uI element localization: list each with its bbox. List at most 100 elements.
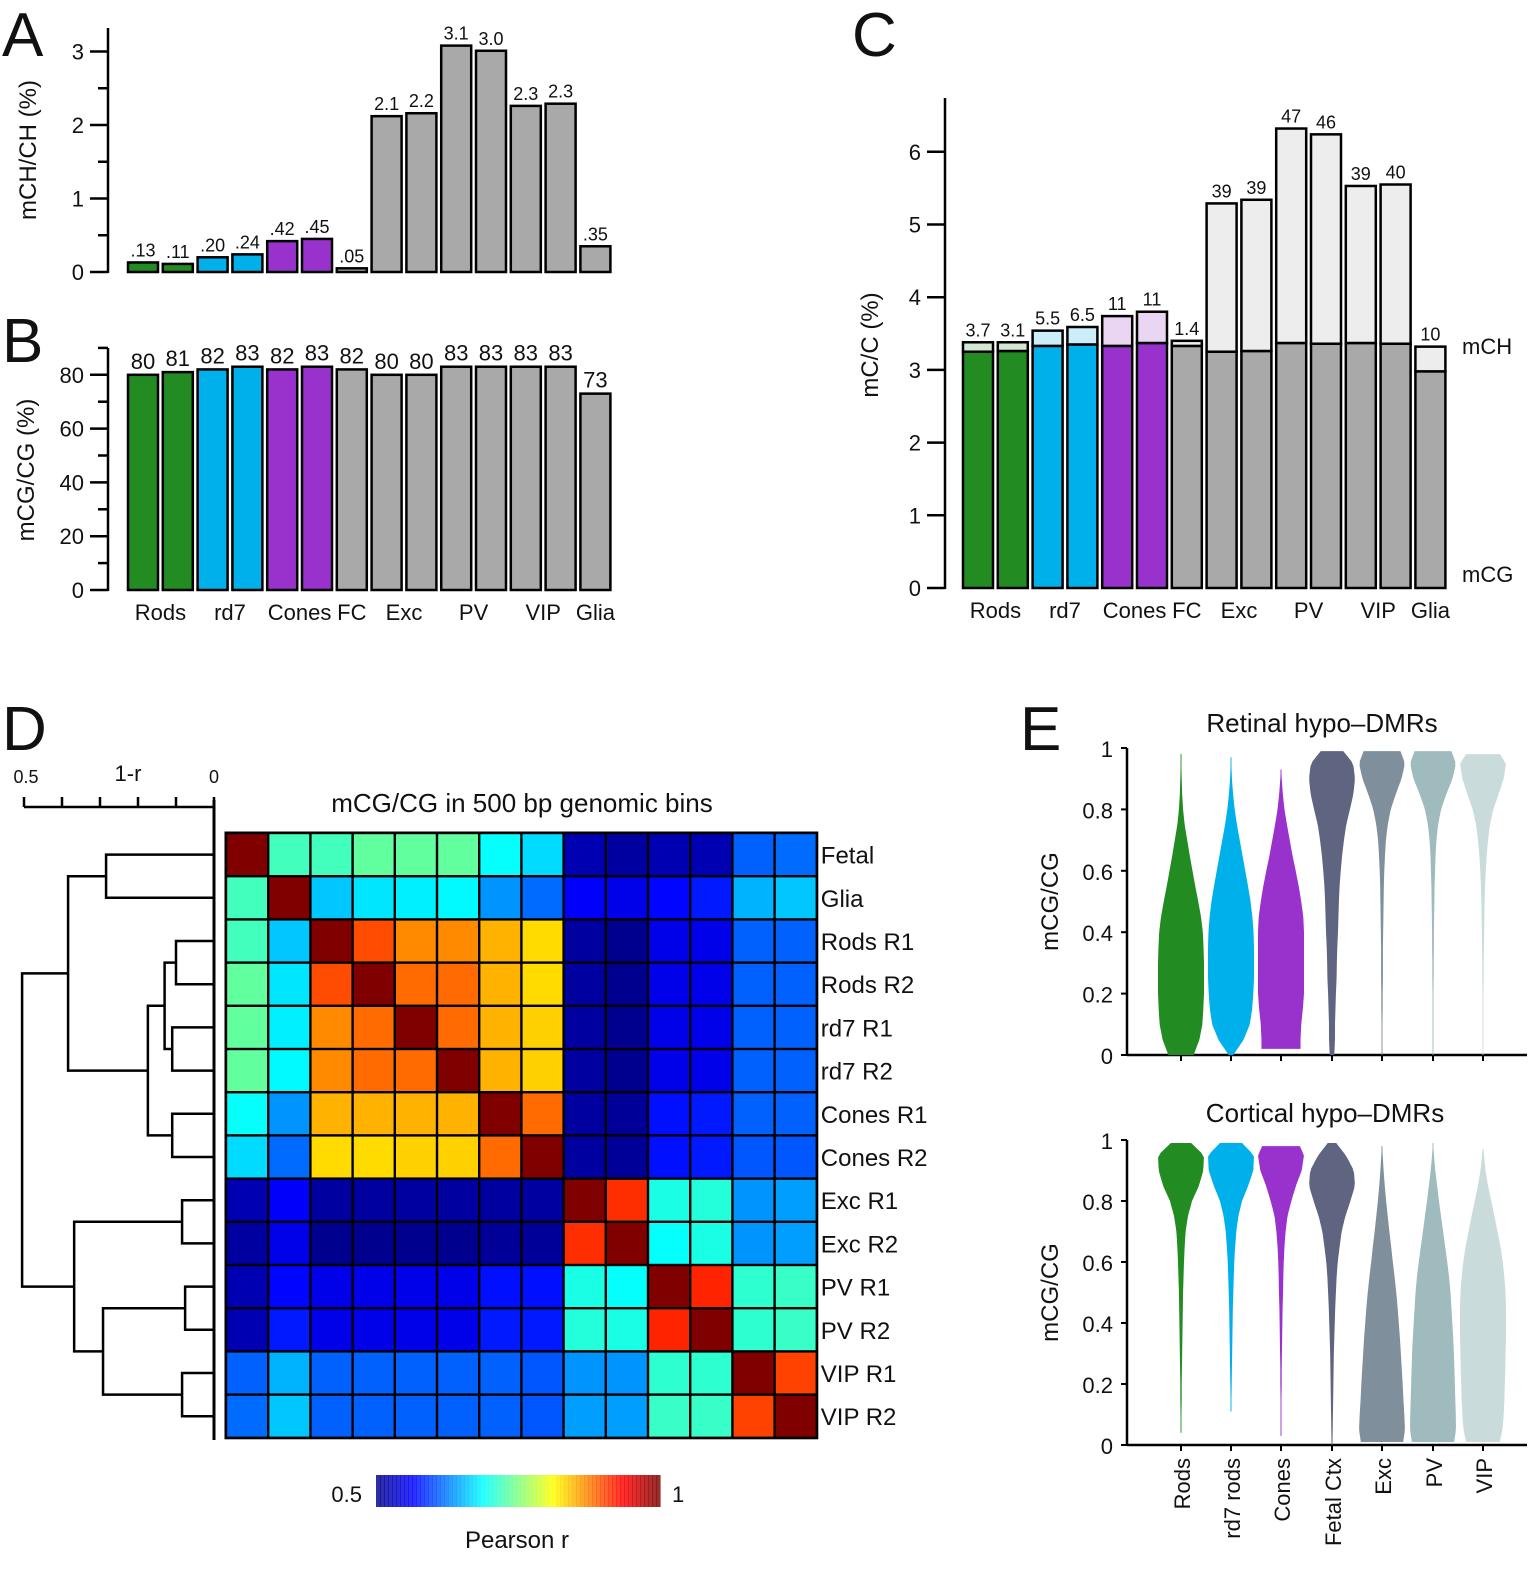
heatmap-cell — [733, 1179, 774, 1221]
heatmap-cell — [522, 1179, 563, 1221]
x-group-label: Rods — [135, 600, 186, 625]
heatmap-cell — [227, 877, 267, 919]
bar-mcg-segment — [1100, 344, 1134, 590]
y-tick-label: 6 — [909, 140, 921, 165]
heatmap-cell — [607, 1352, 647, 1394]
colorbar-segment — [488, 1475, 493, 1507]
colorbar-segment — [424, 1475, 429, 1507]
heatmap-cell — [311, 1309, 352, 1351]
colorbar-segment — [452, 1475, 457, 1507]
colorbar-segment — [580, 1475, 585, 1507]
bar — [196, 368, 229, 592]
bar-mch-segment — [1344, 184, 1378, 345]
bar-value-label: 11 — [1108, 294, 1127, 314]
colorbar-label: Pearson r — [465, 1527, 569, 1554]
bar-value-label: 5.5 — [1035, 309, 1060, 329]
dendrogram-branch — [104, 853, 214, 900]
dendrogram-branch — [183, 1285, 214, 1332]
y-tick-label: 0.2 — [1082, 1373, 1113, 1398]
heatmap-cell — [775, 1007, 816, 1048]
heatmap-cell — [733, 1266, 774, 1307]
heatmap-title: mCG/CG in 500 bp genomic bins — [331, 788, 713, 818]
violin-vip — [1460, 1149, 1506, 1442]
heatmap-cell — [691, 1395, 732, 1437]
panel-letter-d: D — [2, 695, 47, 764]
y-tick-label: 0 — [909, 576, 921, 601]
colorbar-segment — [476, 1475, 481, 1507]
heatmap-cell — [733, 1093, 774, 1135]
bar-mcg-segment — [961, 350, 995, 590]
bar-value-label: 3.1 — [444, 24, 469, 44]
heatmap-cell — [396, 1223, 436, 1264]
bar-value-label: .05 — [339, 246, 364, 266]
bar — [231, 253, 264, 274]
bar-mcg-segment — [1344, 341, 1378, 590]
heatmap-cell — [775, 1093, 816, 1135]
heatmap-cell — [438, 1309, 478, 1351]
colorbar-segment — [444, 1475, 449, 1507]
heatmap-cell — [311, 963, 352, 1005]
colorbar-max-label: 1 — [672, 1482, 684, 1507]
heatmap-cell — [396, 1093, 436, 1135]
dendrogram-branch — [72, 1220, 183, 1353]
heatmap-cell — [438, 963, 478, 1005]
x-group-label: Glia — [1411, 598, 1451, 623]
heatmap-cell — [522, 1266, 563, 1307]
heatmap-cell — [269, 1223, 310, 1264]
heatmap-cell — [269, 920, 310, 962]
heatmap-cell — [649, 1395, 689, 1437]
heatmap-cell — [691, 1050, 732, 1091]
bar-mch-segment — [1066, 325, 1099, 346]
y-tick-label: 0 — [72, 260, 84, 285]
heatmap-cell — [396, 920, 436, 962]
bar-value-label: 2.3 — [513, 84, 538, 104]
heatmap-cell — [227, 1266, 267, 1307]
heatmap-cell — [733, 1395, 774, 1437]
colorbar-segment — [500, 1475, 505, 1507]
x-group-label: PV — [459, 600, 489, 625]
panel-letter-c: C — [852, 1, 897, 70]
heatmap-row-label: rd7 R2 — [821, 1059, 893, 1086]
heatmap-cell — [480, 1136, 521, 1178]
colorbar-segment — [544, 1475, 549, 1507]
bar-value-label: .45 — [304, 217, 329, 237]
heatmap-cell — [733, 963, 774, 1005]
x-group-label: rd7 — [214, 600, 246, 625]
heatmap-cell — [269, 1352, 310, 1394]
bar-value-label: 39 — [1351, 164, 1371, 184]
colorbar-segment — [592, 1475, 597, 1507]
bar-value-label: 83 — [479, 341, 503, 366]
heatmap-cell — [269, 1266, 310, 1307]
violin-rd7-rods — [1208, 1143, 1254, 1412]
bar-mcg-segment — [1274, 341, 1308, 590]
colorbar-segment — [440, 1475, 445, 1507]
heatmap-cell — [607, 1266, 647, 1307]
y-tick-label: 3 — [909, 358, 921, 383]
bar — [196, 256, 229, 274]
heatmap-cell — [227, 920, 267, 962]
colorbar-segment — [648, 1475, 653, 1507]
bar-mcg-segment — [1205, 350, 1238, 590]
y-tick-label: 1 — [1101, 737, 1113, 762]
y-tick-label: 40 — [60, 470, 84, 495]
y-axis-label: mCG/CG — [1037, 1243, 1064, 1342]
heatmap-cell — [649, 1266, 689, 1307]
heatmap-cell — [564, 1223, 605, 1264]
violin-rods — [1158, 1143, 1204, 1433]
dendrogram-branch — [174, 939, 214, 986]
bar — [335, 368, 369, 592]
colorbar-segment — [552, 1475, 557, 1507]
colorbar-segment — [480, 1475, 485, 1507]
y-tick-label: 0.2 — [1082, 983, 1113, 1008]
bar-value-label: 46 — [1316, 112, 1336, 132]
colorbar-segment — [556, 1475, 561, 1507]
heatmap-cell — [691, 963, 732, 1005]
colorbar-segment — [624, 1475, 629, 1507]
dendrogram-branch — [163, 961, 176, 1051]
x-category-label: VIP — [1472, 1458, 1497, 1493]
colorbar-segment — [472, 1475, 477, 1507]
heatmap-cell — [438, 1223, 478, 1264]
heatmap-cell — [649, 1050, 689, 1091]
bar-mch-segment — [1379, 183, 1412, 345]
bar — [474, 365, 508, 592]
